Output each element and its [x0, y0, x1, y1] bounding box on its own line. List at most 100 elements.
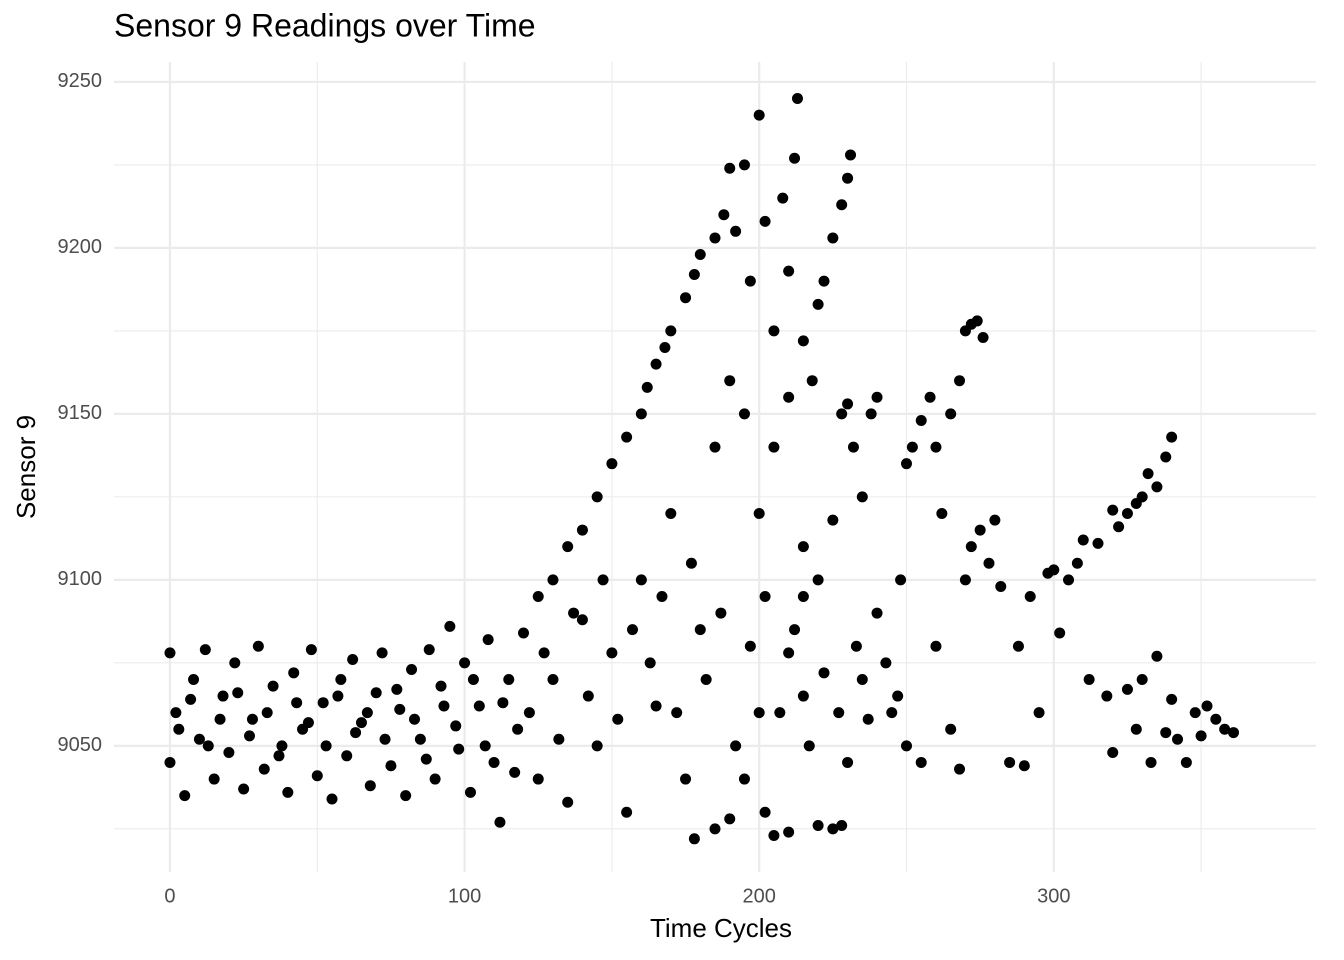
point	[1151, 481, 1163, 493]
point	[332, 690, 344, 702]
point	[494, 816, 506, 828]
point	[836, 820, 848, 832]
point	[261, 707, 273, 719]
point	[812, 574, 824, 586]
point	[1145, 756, 1157, 768]
point	[797, 335, 809, 347]
point	[252, 640, 264, 652]
point	[797, 590, 809, 602]
x-tick-label: 0	[164, 885, 175, 907]
point	[945, 723, 957, 735]
point	[414, 733, 426, 745]
point	[753, 707, 765, 719]
point	[376, 647, 388, 659]
point	[1136, 673, 1148, 685]
point	[738, 408, 750, 420]
point	[188, 673, 200, 685]
point	[547, 673, 559, 685]
point	[836, 199, 848, 211]
point	[1142, 468, 1154, 480]
point	[214, 713, 226, 725]
point	[688, 268, 700, 280]
point	[971, 315, 983, 327]
point	[562, 541, 574, 553]
point	[812, 298, 824, 310]
point	[959, 574, 971, 586]
x-tick-label: 100	[448, 885, 481, 907]
point	[518, 627, 530, 639]
point	[503, 673, 515, 685]
point	[473, 700, 485, 712]
point	[806, 375, 818, 387]
point	[936, 507, 948, 519]
point	[523, 707, 535, 719]
point	[335, 673, 347, 685]
point	[789, 624, 801, 636]
point	[385, 760, 397, 772]
point	[1189, 707, 1201, 719]
point	[1071, 557, 1083, 569]
point	[688, 833, 700, 845]
point	[774, 707, 786, 719]
point	[1092, 537, 1104, 549]
point	[827, 232, 839, 244]
point	[671, 707, 683, 719]
x-tick-label: 200	[743, 885, 776, 907]
point	[1048, 564, 1060, 576]
point	[173, 723, 185, 735]
point	[179, 790, 191, 802]
point	[709, 441, 721, 453]
point	[930, 441, 942, 453]
point	[553, 733, 565, 745]
point	[164, 647, 176, 659]
point	[302, 717, 314, 729]
point	[783, 826, 795, 838]
point	[900, 458, 912, 470]
point	[827, 823, 839, 835]
chart-title: Sensor 9 Readings over Time	[114, 7, 536, 43]
point	[568, 607, 580, 619]
point	[892, 690, 904, 702]
point	[724, 162, 736, 174]
point	[1130, 723, 1142, 735]
point	[1018, 760, 1030, 772]
point	[202, 740, 214, 752]
point	[244, 730, 256, 742]
point	[435, 680, 447, 692]
point	[842, 172, 854, 184]
point	[391, 683, 403, 695]
point	[718, 209, 730, 221]
point	[394, 703, 406, 715]
point	[164, 756, 176, 768]
point	[311, 770, 323, 782]
point	[276, 740, 288, 752]
point	[694, 249, 706, 261]
point	[361, 707, 373, 719]
point	[724, 813, 736, 825]
point	[777, 192, 789, 204]
point	[954, 375, 966, 387]
point	[532, 773, 544, 785]
point	[1113, 521, 1125, 533]
point	[685, 557, 697, 569]
point	[700, 673, 712, 685]
point	[355, 717, 367, 729]
point	[1166, 431, 1178, 443]
point	[400, 790, 412, 802]
point	[576, 614, 588, 626]
point	[641, 381, 653, 393]
point	[1004, 756, 1016, 768]
point	[576, 524, 588, 536]
point	[282, 786, 294, 798]
point	[488, 756, 500, 768]
point	[915, 415, 927, 427]
point	[895, 574, 907, 586]
point	[217, 690, 229, 702]
point	[836, 408, 848, 420]
point	[621, 431, 633, 443]
point	[420, 753, 432, 765]
point	[1054, 627, 1066, 639]
point	[1160, 451, 1172, 463]
point	[621, 806, 633, 818]
